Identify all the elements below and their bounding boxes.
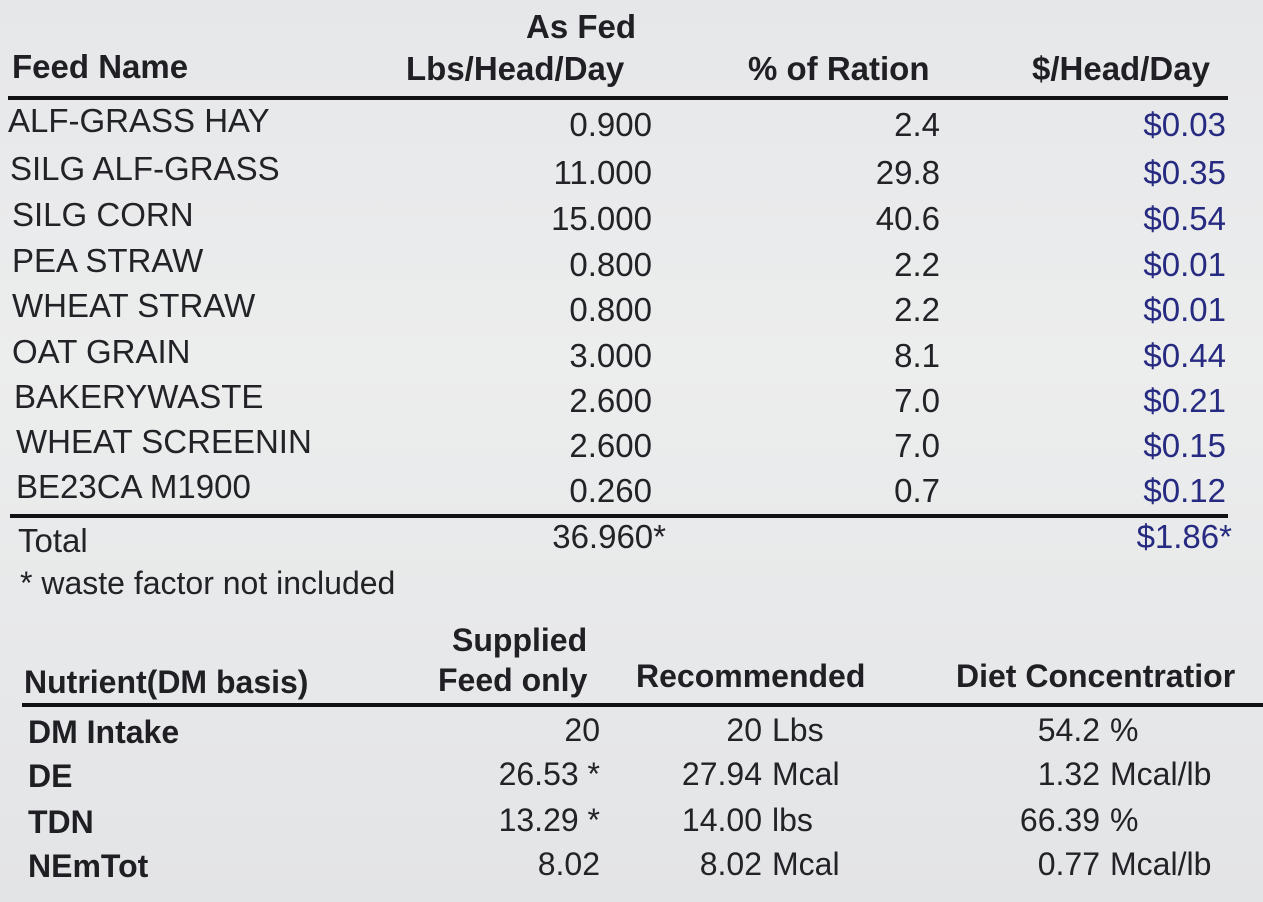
diet-unit-cell: Mcal/lb — [1110, 756, 1212, 792]
supplied-cell: 8.02 — [537, 846, 600, 882]
recommended-unit-cell: Mcal — [772, 846, 840, 882]
cost-cell: $0.44 — [1143, 337, 1226, 374]
recommended-value-cell: 14.00 — [681, 802, 762, 838]
lbs-cell: 0.800 — [569, 291, 652, 328]
nutrient-name-cell: NEmTot — [28, 848, 149, 884]
cost-cell: $0.21 — [1143, 382, 1226, 419]
diet-value-cell: 0.77 — [1037, 846, 1100, 882]
recommended-value-cell: 8.02 — [699, 846, 762, 882]
total-label: Total — [18, 522, 88, 559]
diet-value-cell: 54.2 — [1037, 712, 1100, 748]
feed-name-cell: BE23CA M1900 — [16, 468, 251, 505]
total-lbs: 36.960* — [552, 518, 666, 555]
diet-unit-cell: % — [1110, 802, 1139, 838]
pct-cell: 2.4 — [894, 106, 940, 143]
lbs-cell: 0.900 — [569, 106, 652, 143]
lbs-cell: 3.000 — [569, 337, 652, 374]
pct-cell: 7.0 — [894, 427, 940, 464]
nutrient-name-cell: DE — [28, 758, 73, 794]
lbs-cell: 2.600 — [569, 382, 652, 419]
pct-cell: 29.8 — [875, 154, 940, 191]
pct-cell: 2.2 — [894, 246, 940, 283]
recommended-value-cell: 27.94 — [681, 756, 762, 792]
supplied-cell: 13.29 * — [498, 802, 600, 838]
recommended-value-cell: 20 — [726, 712, 762, 748]
header-supplied-line2: Feed only — [438, 662, 588, 698]
lbs-cell: 11.000 — [553, 154, 652, 191]
header-as-fed-line2: Lbs/Head/Day — [406, 50, 625, 87]
cost-cell: $0.01 — [1143, 291, 1226, 328]
supplied-cell: 26.53 * — [498, 756, 600, 792]
feed-name-cell: ALF-GRASS HAY — [8, 102, 270, 139]
diet-value-cell: 1.32 — [1037, 756, 1100, 792]
feed-name-cell: SILG CORN — [12, 196, 194, 233]
lbs-cell: 0.260 — [569, 472, 652, 509]
header-diet-concentration: Diet Concentratior — [956, 658, 1236, 694]
lbs-cell: 0.800 — [569, 246, 652, 283]
recommended-unit-cell: lbs — [772, 802, 813, 838]
header-rule — [8, 96, 1228, 100]
header-feed-name: Feed Name — [12, 48, 189, 85]
feed-name-cell: OAT GRAIN — [12, 333, 191, 370]
cost-cell: $0.03 — [1143, 106, 1226, 143]
total-rule — [10, 514, 1228, 518]
pct-cell: 2.2 — [894, 291, 940, 328]
pct-cell: 40.6 — [875, 200, 940, 237]
supplied-cell: 20 — [564, 712, 600, 748]
cost-cell: $0.01 — [1143, 246, 1226, 283]
feed-name-cell: PEA STRAW — [12, 242, 204, 279]
cost-cell: $0.12 — [1143, 472, 1226, 509]
lbs-cell: 15.000 — [551, 200, 652, 237]
lbs-cell: 2.600 — [569, 427, 652, 464]
pct-cell: 8.1 — [894, 337, 940, 374]
nutrient-name-cell: TDN — [28, 804, 94, 840]
header-as-fed-line1: As Fed — [526, 8, 637, 45]
total-cost: $1.86* — [1136, 518, 1232, 555]
header-recommended: Recommended — [636, 658, 866, 694]
header-cost-per-head: $/Head/Day — [1032, 50, 1210, 87]
pct-cell: 7.0 — [894, 382, 940, 419]
cost-cell: $0.15 — [1143, 427, 1226, 464]
nutrient-name-cell: DM Intake — [28, 714, 180, 750]
cost-cell: $0.35 — [1143, 154, 1226, 191]
recommended-unit-cell: Mcal — [772, 756, 840, 792]
header-pct-ration: % of Ration — [748, 50, 930, 87]
feed-name-cell: SILG ALF-GRASS — [10, 150, 280, 187]
diet-unit-cell: % — [1110, 712, 1139, 748]
nutrient-header-rule — [22, 703, 1263, 707]
header-nutrient: Nutrient(DM basis) — [24, 664, 309, 700]
feed-name-cell: BAKERYWASTE — [14, 378, 264, 415]
diet-unit-cell: Mcal/lb — [1110, 846, 1212, 882]
recommended-unit-cell: Lbs — [772, 712, 824, 748]
cost-cell: $0.54 — [1143, 200, 1226, 237]
header-supplied-line1: Supplied — [452, 622, 588, 658]
footnote: * waste factor not included — [20, 565, 396, 601]
diet-value-cell: 66.39 — [1019, 802, 1100, 838]
feed-name-cell: WHEAT SCREENIN — [16, 423, 312, 460]
pct-cell: 0.7 — [894, 472, 940, 509]
feed-name-cell: WHEAT STRAW — [12, 287, 256, 324]
